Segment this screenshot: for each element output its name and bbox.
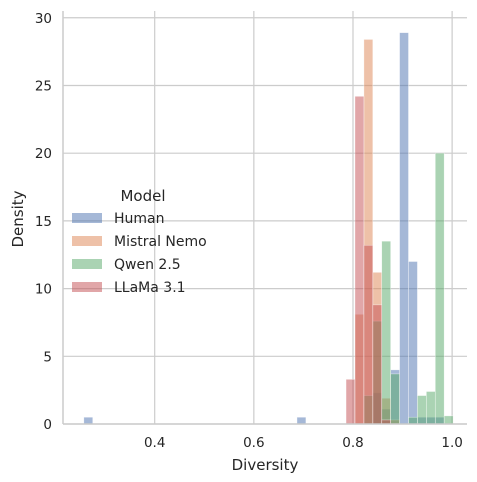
histogram-bar bbox=[434, 152, 445, 425]
tick-labels: 0 5 10 15 20 25 30 0.4 0.6 0.8 1.0 bbox=[35, 11, 463, 451]
legend-title: Model bbox=[120, 187, 165, 205]
histogram-bar bbox=[443, 415, 454, 425]
legend-label: Qwen 2.5 bbox=[114, 257, 181, 273]
y-tick-label: 25 bbox=[35, 78, 52, 94]
axes bbox=[62, 11, 467, 425]
histogram-bar bbox=[296, 416, 307, 425]
legend-swatch bbox=[72, 213, 102, 223]
histogram-bar bbox=[381, 240, 391, 425]
x-axis-title: Diversity bbox=[232, 456, 299, 474]
histogram-bar bbox=[399, 32, 409, 425]
y-tick-label: 30 bbox=[35, 11, 52, 27]
y-axis-title: Density bbox=[9, 190, 27, 247]
histogram-bar bbox=[426, 391, 436, 425]
histogram-bar bbox=[408, 261, 418, 425]
y-tick-label: 10 bbox=[35, 282, 52, 298]
x-tick-label: 0.4 bbox=[144, 435, 165, 451]
legend-label: Mistral Nemo bbox=[114, 234, 207, 250]
histogram-bar bbox=[354, 96, 365, 425]
legend-swatch bbox=[72, 259, 102, 269]
x-tick-label: 1.0 bbox=[441, 435, 462, 451]
y-tick-label: 20 bbox=[35, 146, 52, 162]
legend-label: LLaMa 3.1 bbox=[114, 280, 186, 296]
histogram-bar bbox=[372, 304, 383, 425]
histogram-bar bbox=[417, 395, 427, 425]
histogram-bar bbox=[345, 379, 356, 425]
bars bbox=[83, 32, 454, 425]
histogram-bar bbox=[363, 244, 374, 425]
legend-swatch bbox=[72, 236, 102, 246]
legend-swatch bbox=[72, 282, 102, 292]
legend-entries: Human Mistral Nemo Qwen 2.5 LLaMa 3.1 bbox=[72, 211, 207, 296]
histogram-bar bbox=[83, 416, 94, 425]
histogram-bar bbox=[390, 373, 400, 425]
legend: Model Human Mistral Nemo Qwen 2.5 LLaMa 3.1 bbox=[72, 187, 207, 296]
grid bbox=[63, 11, 467, 425]
y-tick-label: 5 bbox=[43, 349, 52, 365]
x-tick-label: 0.6 bbox=[243, 435, 264, 451]
histogram-bar bbox=[408, 416, 418, 425]
y-tick-label: 0 bbox=[43, 417, 52, 433]
legend-label: Human bbox=[114, 211, 165, 227]
x-tick-label: 0.8 bbox=[342, 435, 363, 451]
y-tick-label: 15 bbox=[35, 214, 52, 230]
